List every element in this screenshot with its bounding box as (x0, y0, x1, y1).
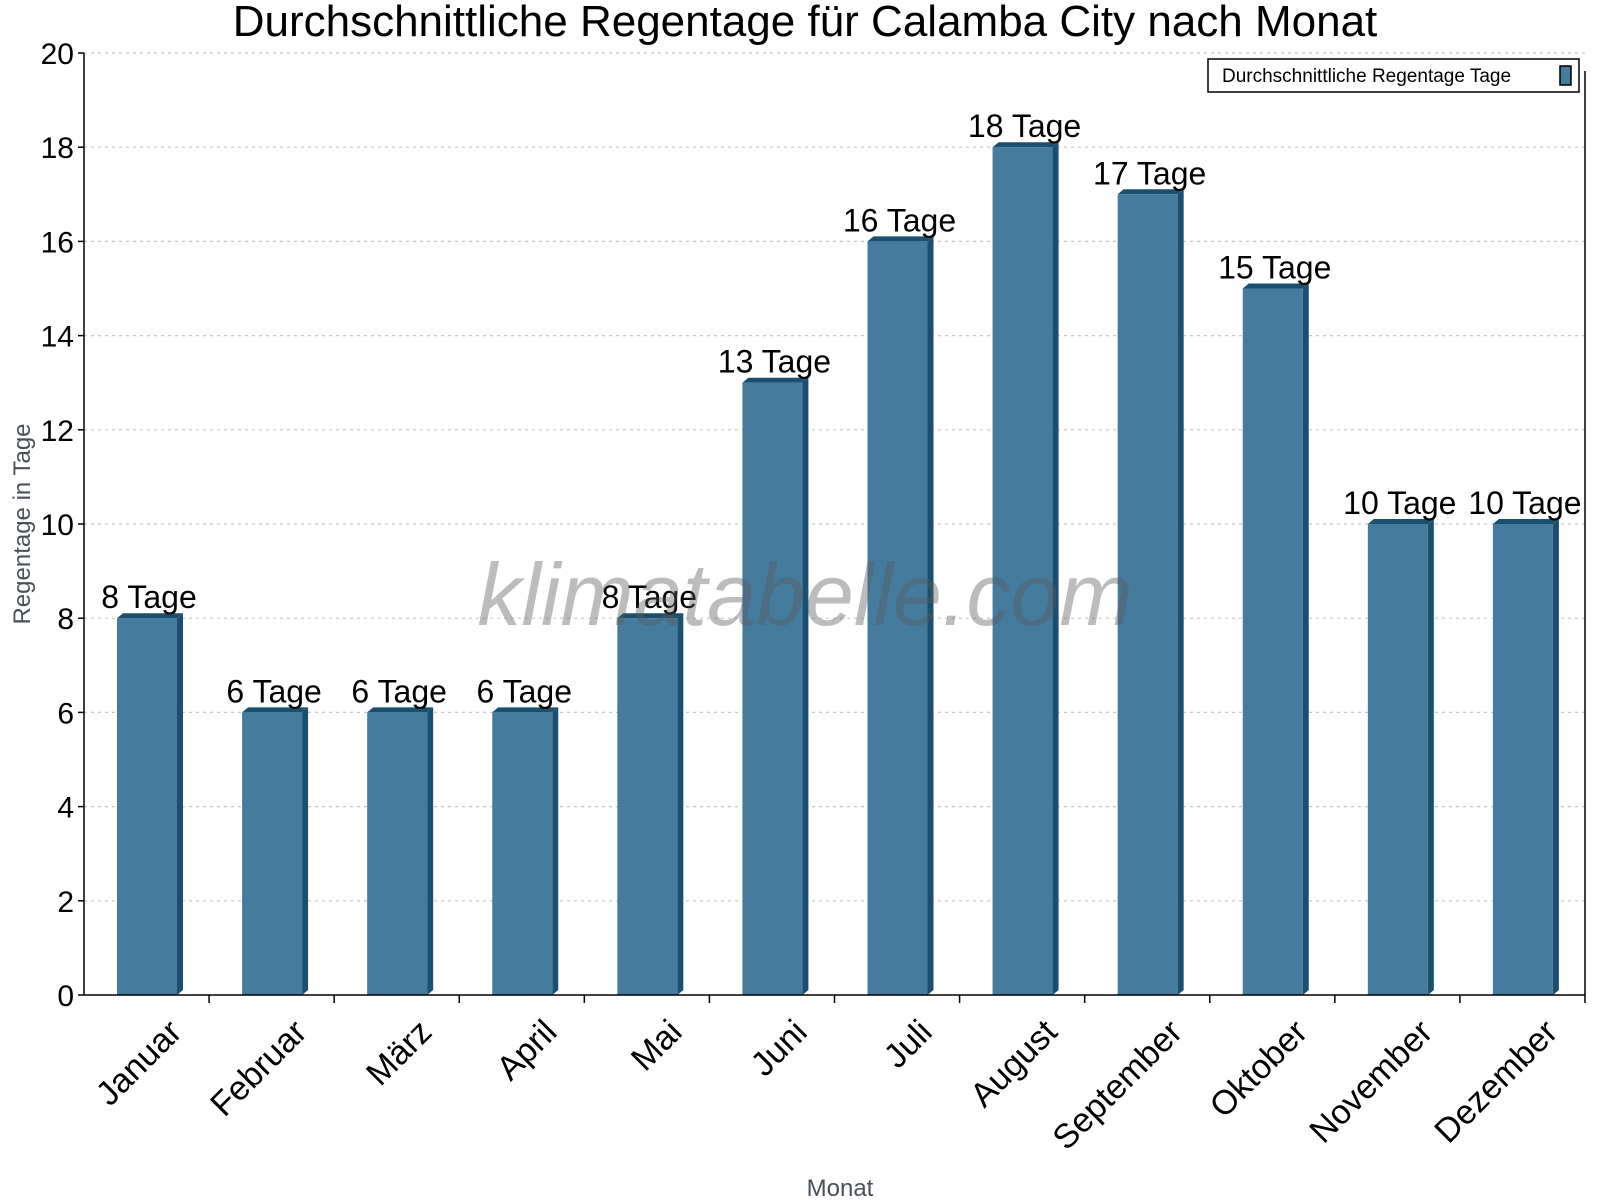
y-tick-label: 12 (41, 415, 74, 448)
data-label: 17 Tage (1093, 155, 1206, 191)
bar-top (992, 142, 1059, 148)
data-label: 8 Tage (101, 579, 197, 615)
y-tick-label: 2 (57, 886, 74, 919)
bar-top (1367, 519, 1434, 524)
y-tick-label: 6 (57, 697, 74, 730)
bar-side (1302, 283, 1309, 995)
data-labels: 8 Tage 6 Tage 6 Tage 6 Tage 8 Tage 13 Tage 16 … (101, 108, 1581, 709)
data-label: 15 Tage (1218, 250, 1331, 286)
bar-front (1242, 288, 1303, 995)
bar-front (742, 382, 803, 995)
bar-front (242, 712, 303, 995)
bar-top (1492, 519, 1559, 524)
y-tick-label: 4 (57, 792, 74, 825)
x-tick-label: April (489, 1013, 564, 1088)
data-label: 6 Tage (477, 673, 573, 709)
y-tick-label: 18 (41, 132, 74, 165)
x-tick-label: Oktober (1203, 1013, 1315, 1125)
bar-side (302, 707, 309, 995)
bar-front (117, 618, 177, 995)
bar (117, 613, 183, 995)
legend-swatch-icon (1559, 65, 1572, 86)
bar-front (492, 712, 553, 995)
gridlines (84, 52, 1585, 902)
data-label: 10 Tage (1343, 485, 1456, 521)
x-axis-title: Monat (807, 1175, 874, 1200)
y-tick-label: 0 (57, 980, 74, 1013)
bar-front (992, 147, 1053, 995)
bar-front (367, 712, 428, 995)
bar-top (867, 236, 934, 242)
bar (1492, 519, 1559, 995)
watermark: klimatabelle.com (477, 545, 1132, 644)
bar-front (1117, 194, 1178, 996)
bar-side (1552, 519, 1559, 995)
data-label: 16 Tage (843, 202, 956, 238)
bar-top (492, 707, 559, 713)
bar (867, 236, 934, 995)
bar (742, 377, 809, 995)
legend-box (1207, 58, 1580, 93)
x-tick-label: Februar (203, 1013, 314, 1124)
data-label: 6 Tage (226, 673, 322, 709)
bar-side (177, 613, 183, 995)
bar-side (552, 707, 559, 995)
y-tick-label: 10 (41, 509, 74, 542)
bars (117, 142, 1559, 996)
bar (617, 613, 684, 995)
x-tick-label: Dezember (1427, 1013, 1565, 1151)
bar-front (617, 618, 678, 995)
bar-side (1427, 519, 1434, 995)
bar (1367, 519, 1434, 995)
chart-title: Durchschnittliche Regentage für Calamba … (233, 0, 1378, 46)
bar (242, 707, 309, 995)
x-tick-label: August (963, 1012, 1065, 1114)
bar-top (1117, 189, 1184, 195)
x-tick-label: September (1045, 1013, 1189, 1157)
bar-side (802, 377, 809, 995)
x-tick-label: März (359, 1013, 439, 1093)
y-tick-label: 20 (41, 38, 74, 71)
bar (492, 707, 559, 995)
y-tick-label: 14 (41, 321, 74, 354)
bar-side (927, 236, 934, 995)
data-label: 6 Tage (351, 673, 447, 709)
y-tick-label: 8 (57, 603, 74, 636)
legend: Durchschnittliche Regentage Tage (1207, 58, 1580, 93)
bar-top (117, 613, 183, 619)
bar-front (1367, 524, 1428, 995)
x-tick-label: Mai (624, 1013, 690, 1079)
y-axis-ticks: 0 2 4 6 8 10 12 14 16 18 20 (41, 38, 84, 1013)
bar-side (1052, 142, 1059, 995)
data-label: 10 Tage (1468, 485, 1581, 521)
bar (1117, 189, 1184, 996)
data-label: 13 Tage (718, 344, 831, 380)
bar-side (677, 613, 684, 995)
bar-front (867, 241, 928, 995)
bar-top (1242, 283, 1309, 289)
x-tick-label: November (1302, 1013, 1440, 1151)
y-axis-title: Regentage in Tage (9, 423, 36, 624)
bar-top (742, 377, 809, 383)
legend-label: Durchschnittliche Regentage Tage (1222, 66, 1511, 87)
data-label: 18 Tage (968, 108, 1081, 144)
y-tick-label: 16 (41, 226, 74, 259)
bar (1242, 283, 1309, 995)
bar-top (367, 707, 434, 713)
x-tick-label: Juli (877, 1013, 940, 1076)
x-tick-label: Juni (744, 1013, 815, 1084)
bar-front (1492, 524, 1553, 995)
x-tick-label: Januar (89, 1013, 189, 1113)
bar-top (617, 613, 684, 619)
bar (367, 707, 434, 995)
bar (992, 142, 1059, 995)
bar-side (1177, 189, 1184, 996)
bar-top (242, 707, 309, 713)
data-label: 8 Tage (602, 579, 698, 615)
x-axis-ticks: Januar Februar März April Mai Juni Juli AugustS… (89, 995, 1586, 1157)
bar-side (427, 707, 434, 995)
